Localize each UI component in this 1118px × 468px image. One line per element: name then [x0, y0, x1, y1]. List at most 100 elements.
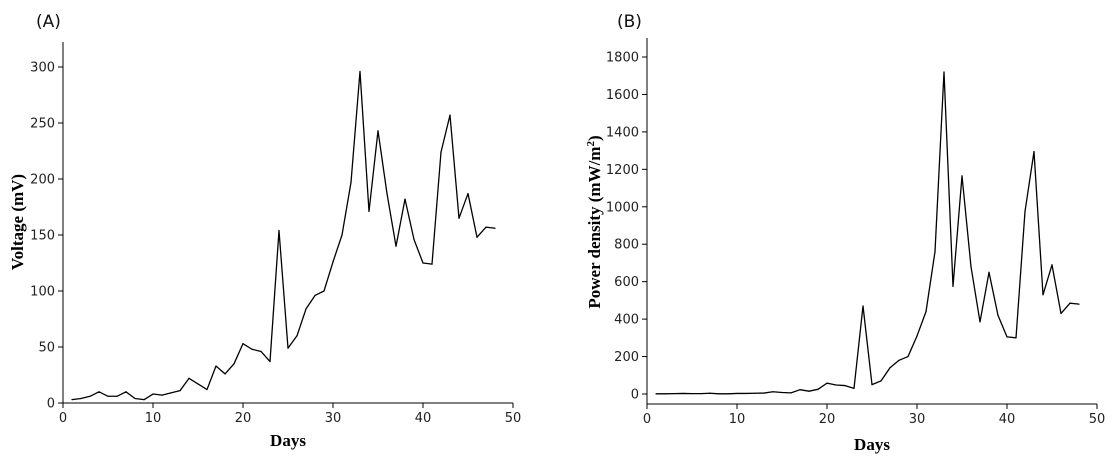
- data-point: [961, 175, 963, 177]
- data-point: [431, 263, 433, 265]
- data-point: [880, 380, 882, 382]
- y-tick-label: 100: [30, 285, 55, 300]
- data-point: [404, 198, 406, 200]
- data-point: [305, 308, 307, 310]
- data-point: [143, 399, 145, 401]
- data-point: [494, 227, 496, 229]
- y-axis-title-b-end: ): [585, 135, 604, 141]
- data-point: [242, 343, 244, 345]
- y-tick-label: 300: [30, 61, 55, 76]
- x-tick-label: 50: [505, 411, 522, 426]
- x-tick-label: 0: [59, 411, 67, 426]
- x-tick-label: 30: [909, 412, 926, 427]
- data-point: [736, 392, 738, 395]
- data-point: [179, 390, 181, 392]
- x-tick-label: 10: [729, 412, 746, 427]
- data-point: [323, 290, 325, 292]
- data-point: [826, 382, 828, 384]
- data-point: [368, 210, 370, 213]
- data-point: [1078, 303, 1080, 305]
- data-point: [907, 355, 909, 358]
- data-point: [988, 271, 990, 273]
- data-point: [862, 305, 864, 307]
- data-point: [925, 311, 927, 313]
- data-point: [1006, 336, 1008, 338]
- y-tick-label: 800: [614, 238, 639, 253]
- data-point: [485, 226, 487, 228]
- y-tick-label: 200: [30, 173, 55, 188]
- data-point: [89, 395, 91, 397]
- points-b: [655, 71, 1080, 395]
- y-tick-label: 0: [47, 397, 55, 412]
- x-tick-label: 20: [235, 411, 252, 426]
- y-axis-title-b-main: Power density (mW/m: [585, 147, 604, 309]
- x-tick-label: 50: [1089, 412, 1106, 427]
- data-point: [296, 335, 298, 337]
- data-point: [395, 245, 397, 247]
- data-point: [1015, 337, 1017, 339]
- data-point: [1060, 312, 1062, 315]
- data-point: [458, 217, 460, 219]
- data-point: [682, 392, 684, 395]
- x-tick-label: 0: [643, 412, 651, 427]
- y-tick-label: 1800: [606, 51, 639, 66]
- data-point: [350, 181, 352, 183]
- data-point: [152, 393, 154, 395]
- data-point: [206, 388, 208, 391]
- y-tick-label: 50: [38, 341, 55, 356]
- points-a: [71, 70, 496, 401]
- x-tick-label: 40: [999, 412, 1016, 427]
- data-point: [997, 314, 999, 316]
- data-point: [763, 392, 765, 394]
- data-point: [772, 391, 774, 393]
- y-tick-label: 250: [30, 117, 55, 132]
- data-point: [727, 393, 729, 395]
- data-point: [844, 384, 846, 387]
- y-tick-label: 1000: [606, 200, 639, 215]
- data-point: [80, 397, 82, 400]
- data-point: [116, 395, 118, 397]
- data-point: [664, 393, 666, 395]
- data-point: [197, 383, 199, 385]
- data-point: [871, 384, 873, 386]
- data-point: [943, 71, 945, 73]
- y-tick-label: 1600: [606, 88, 639, 103]
- chart-panel-b: (B) 0 10 20 30 40 50 0 200 400 600 800 1000 1200 1400…: [585, 12, 1105, 454]
- data-point: [655, 393, 657, 395]
- data-point: [314, 294, 316, 297]
- data-point: [691, 393, 693, 395]
- ticks-b: 0 10 20 30 40 50 0 200 400 600 800 1000 1200 1400 1600…: [606, 51, 1105, 428]
- data-point: [98, 391, 100, 393]
- data-point: [278, 229, 280, 232]
- series-line-voltage: [71, 70, 496, 401]
- data-point: [422, 262, 424, 264]
- data-point: [287, 347, 289, 349]
- y-tick-label: 150: [30, 229, 55, 244]
- data-point: [125, 391, 127, 393]
- data-point: [260, 350, 262, 353]
- x-axis-title-a: Days: [270, 431, 306, 450]
- y-axis-title-b-sup: 2: [585, 141, 597, 147]
- data-point: [476, 236, 478, 238]
- data-point: [790, 392, 792, 394]
- data-point: [817, 388, 819, 390]
- y-axis-title-a: Voltage (mV): [8, 174, 27, 270]
- data-point: [835, 384, 837, 386]
- data-point: [413, 238, 415, 241]
- data-point: [745, 392, 747, 395]
- data-point: [889, 367, 891, 369]
- data-point: [269, 360, 271, 363]
- y-axis-title-b: Power density (mW/m2): [585, 135, 604, 308]
- y-tick-label: 200: [614, 350, 639, 365]
- data-point: [898, 359, 900, 361]
- x-tick-label: 10: [145, 411, 162, 426]
- data-point: [377, 130, 379, 132]
- data-point: [161, 394, 163, 396]
- x-axis-title-b: Days: [854, 435, 890, 454]
- data-point: [916, 335, 918, 337]
- y-tick-label: 600: [614, 275, 639, 290]
- data-point: [799, 389, 801, 391]
- data-point: [1024, 210, 1026, 213]
- data-point: [1042, 294, 1044, 296]
- data-point: [934, 251, 936, 253]
